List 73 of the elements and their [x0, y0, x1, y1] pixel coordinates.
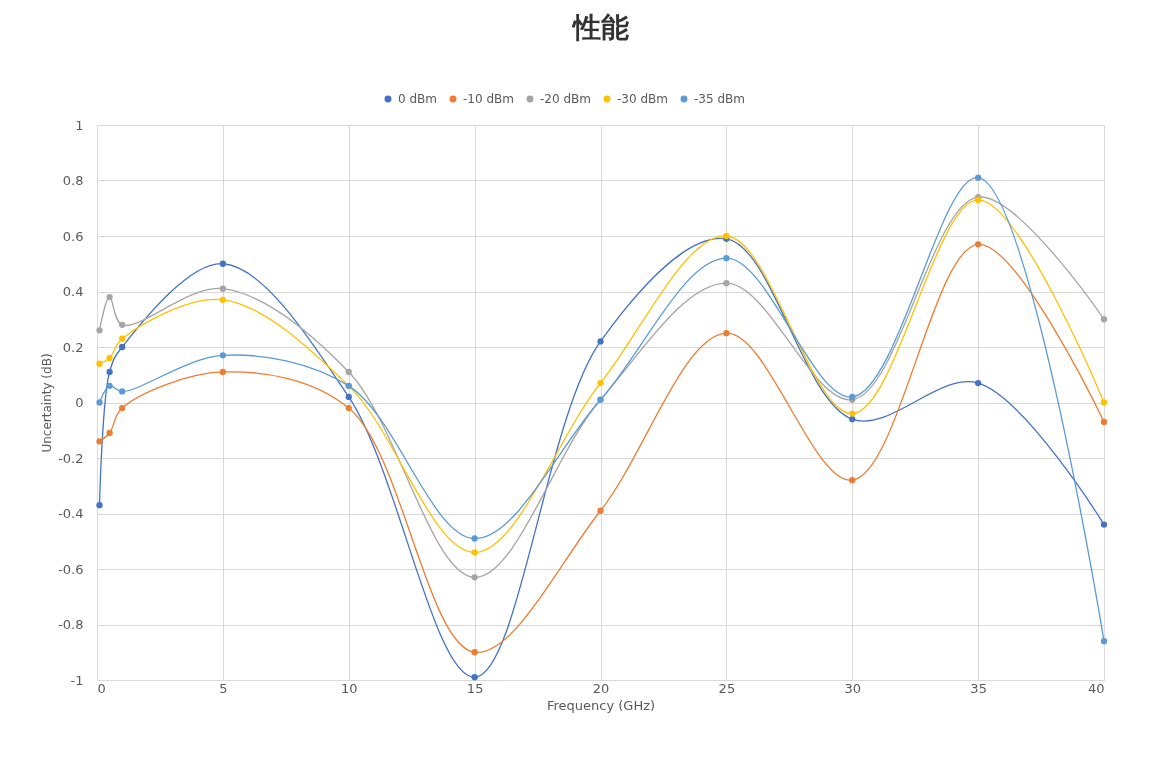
- point: [849, 410, 856, 417]
- point: [471, 574, 478, 581]
- point: [219, 285, 227, 292]
- point: [974, 379, 982, 387]
- point: [849, 415, 856, 423]
- y-axis-title: Uncertainty (dB): [40, 353, 55, 453]
- point: [1100, 521, 1108, 528]
- point: [106, 368, 113, 376]
- y-tick-label: -1: [70, 672, 84, 688]
- point: [723, 280, 730, 287]
- x-tick-label: 35: [970, 680, 987, 696]
- point: [119, 335, 126, 342]
- chart-title: 性能: [570, 11, 629, 44]
- point: [471, 535, 478, 542]
- y-tick-label: 0.8: [62, 173, 84, 188]
- x-tick-label: 15: [466, 680, 484, 696]
- point: [723, 255, 730, 262]
- point: [974, 174, 982, 181]
- y-tick-label: 1: [75, 117, 84, 133]
- point: [1100, 418, 1108, 426]
- y-tick-label: 0.4: [62, 284, 84, 299]
- legend-label: -30 dBm: [617, 92, 668, 106]
- point: [96, 502, 103, 509]
- point: [597, 379, 604, 387]
- point: [345, 368, 352, 376]
- point: [471, 674, 478, 681]
- y-tick-label: -0.8: [58, 617, 84, 632]
- point: [597, 338, 604, 345]
- y-tick-label: -0.2: [58, 450, 84, 466]
- point: [849, 477, 856, 484]
- point: [106, 382, 113, 390]
- point: [974, 241, 982, 248]
- x-axis-title: Frequency (GHz): [546, 697, 656, 713]
- point: [119, 404, 126, 412]
- point: [1100, 399, 1108, 406]
- point: [471, 549, 478, 556]
- x-tick-label: 10: [340, 680, 358, 696]
- point: [1100, 316, 1108, 323]
- x-tick-label: 5: [219, 680, 228, 696]
- point: [723, 329, 730, 337]
- point: [96, 360, 103, 367]
- x-tick-label: 0: [97, 680, 106, 696]
- point: [345, 393, 352, 401]
- legend-label: -35 dBm: [694, 92, 745, 106]
- point: [119, 343, 126, 351]
- point: [219, 296, 227, 303]
- y-tick-label: -0.6: [58, 561, 84, 577]
- y-tick-label: 0: [75, 395, 84, 410]
- x-tick-label: 40: [1087, 680, 1105, 696]
- legend-label: -10 dBm: [463, 92, 514, 106]
- y-tick-label: 0.2: [62, 339, 84, 355]
- legend-label: 0 dBm: [398, 92, 437, 106]
- x-tick-label: 20: [592, 680, 610, 696]
- point: [96, 438, 103, 445]
- point: [119, 388, 126, 395]
- point: [106, 293, 113, 301]
- point: [219, 368, 227, 376]
- x-tick-label: 30: [844, 680, 862, 696]
- point: [597, 507, 604, 514]
- point: [106, 429, 113, 437]
- point: [219, 260, 227, 267]
- point: [96, 327, 103, 334]
- point: [119, 321, 126, 328]
- y-tick-label: -0.4: [58, 506, 84, 521]
- x-tick-label: 25: [718, 680, 736, 696]
- point: [106, 354, 113, 362]
- point: [1100, 637, 1108, 645]
- point: [471, 649, 478, 656]
- point: [219, 352, 227, 359]
- legend-label: -20 dBm: [540, 92, 591, 106]
- y-tick-label: 0.6: [62, 228, 84, 244]
- point: [96, 399, 103, 406]
- point: [345, 404, 352, 412]
